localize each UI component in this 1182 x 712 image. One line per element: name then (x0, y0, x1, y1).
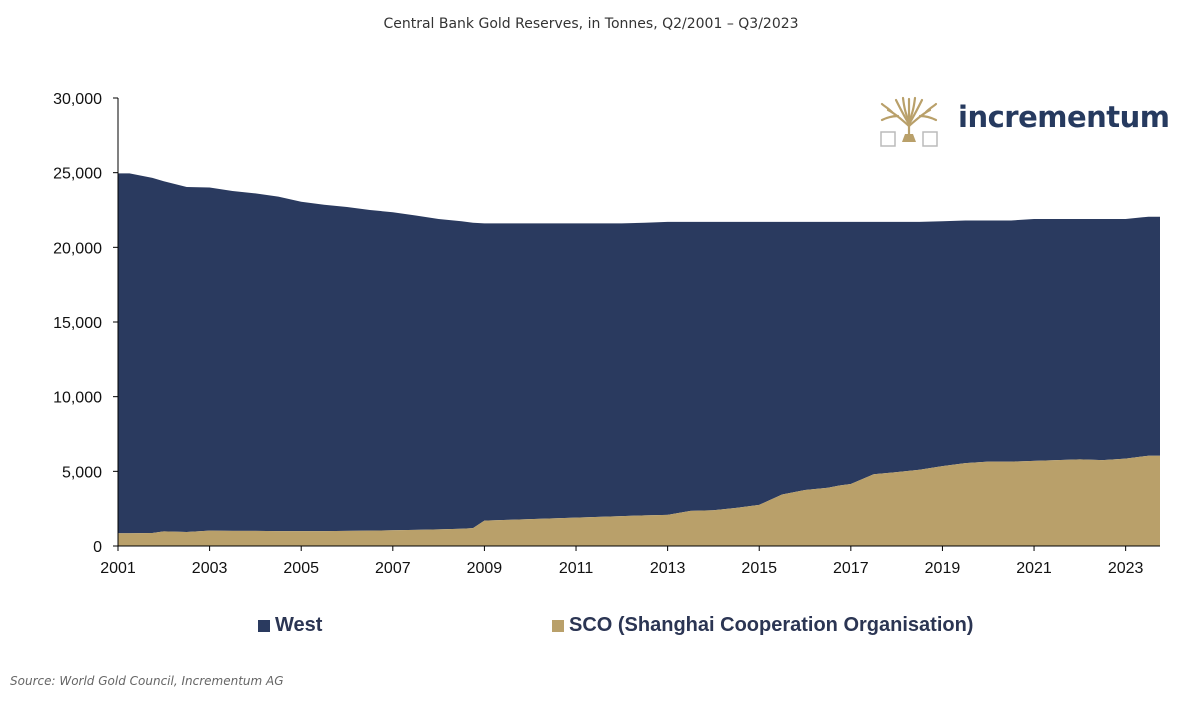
x-tick-label: 2009 (467, 560, 503, 577)
chart-plot: 0 5,000 10,000 15,000 20,000 25,000 30,000 200… (53, 91, 1160, 577)
x-tick-label: 2015 (741, 560, 777, 577)
chart-title: Central Bank Gold Reserves, in Tonnes, Q… (383, 16, 799, 32)
area-west (118, 173, 1160, 534)
y-tick-label: 5,000 (62, 464, 102, 481)
legend-item-west: West (258, 614, 322, 637)
incrementum-logo: incrementum (880, 96, 1170, 152)
x-tick-label: 2023 (1108, 560, 1144, 577)
x-tick-label: 2017 (833, 560, 869, 577)
x-tick-label: 2005 (283, 560, 319, 577)
y-axis-ticks: 0 5,000 10,000 15,000 20,000 25,000 30,000 (53, 91, 118, 556)
x-tick-label: 2003 (192, 560, 228, 577)
y-tick-label: 0 (93, 539, 102, 556)
legend-swatch-west (258, 619, 270, 632)
x-tick-label: 2021 (1016, 560, 1052, 577)
x-tick-label: 2007 (375, 560, 411, 577)
x-axis-ticks: 2001 2003 2005 2007 2009 2011 2013 2015 2017 2019… (100, 546, 1144, 577)
chart-legend: West SCO (Shanghai Cooperation Organisat… (0, 614, 1182, 640)
area-sco (118, 455, 1160, 546)
y-tick-label: 15,000 (53, 315, 102, 332)
y-tick-label: 30,000 (53, 91, 102, 108)
x-tick-label: 2011 (559, 560, 594, 577)
x-tick-label: 2019 (925, 560, 961, 577)
y-tick-label: 25,000 (53, 166, 102, 183)
legend-swatch-sco (552, 619, 564, 632)
chart-areas (118, 173, 1160, 546)
legend-label-sco: SCO (Shanghai Cooperation Organisation) (569, 614, 974, 636)
logo-wordmark: incrementum (958, 100, 1170, 134)
legend-label-west: West (275, 614, 323, 636)
x-tick-label: 2001 (100, 560, 136, 577)
source-note: Source: World Gold Council, Incrementum … (10, 674, 284, 688)
tree-icon (880, 96, 938, 147)
legend-item-sco: SCO (Shanghai Cooperation Organisation) (552, 614, 973, 637)
y-tick-label: 10,000 (53, 390, 102, 407)
x-tick-label: 2013 (650, 560, 686, 577)
y-tick-label: 20,000 (53, 240, 102, 257)
